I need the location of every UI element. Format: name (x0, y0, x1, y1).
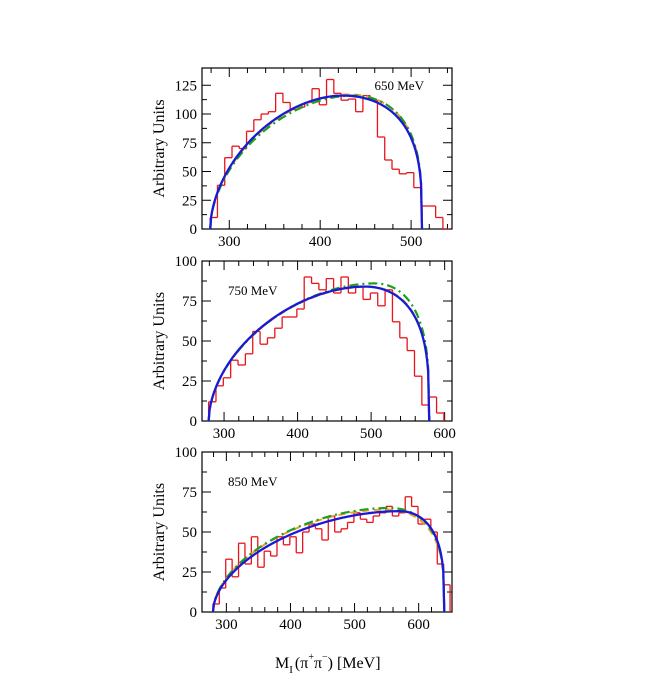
chart-panel-3: 0 25 50 75 100 300 400 500 600 Arbitrary Units 850… (151, 445, 453, 633)
energy-annotation: 850 MeV (228, 474, 278, 489)
x-tick-label: 300 (213, 426, 236, 442)
y-axis-label: Arbitrary Units (151, 99, 168, 197)
y-tick-label: 75 (182, 294, 197, 310)
y-tick-label: 25 (182, 565, 197, 581)
curve-green-dash-dot (209, 94, 424, 229)
x-tick-label: 600 (407, 617, 430, 633)
chart-panel-1: 0 25 50 75 100 125 300 400 500 Arbitrary Units 650… (151, 67, 453, 250)
x-tick-label: 300 (215, 617, 238, 633)
x-tick-label: 500 (343, 617, 366, 633)
y-tick-label: 0 (190, 414, 198, 430)
y-tick-label: 75 (182, 136, 197, 152)
y-tick-label: 100 (175, 254, 198, 270)
y-tick-label: 25 (182, 193, 197, 209)
x-tick-label: 400 (309, 234, 332, 250)
y-tick-label: 100 (175, 445, 198, 461)
x-tick-label: 400 (279, 617, 302, 633)
y-tick-label: 50 (182, 334, 197, 350)
curve-blue-solid (207, 285, 431, 421)
y-tick-label: 0 (190, 605, 198, 621)
energy-annotation: 650 MeV (375, 78, 425, 93)
histogram-group (209, 78, 451, 229)
x-tick-label: 600 (433, 426, 456, 442)
y-tick-label: 0 (190, 222, 198, 238)
x-tick-label: 300 (218, 234, 241, 250)
histogram-group (212, 496, 451, 612)
curve-green-dash-dot (211, 506, 446, 612)
y-tick-label: 75 (182, 485, 197, 501)
y-tick-label: 25 (182, 374, 197, 390)
y-tick-label: 50 (182, 165, 197, 181)
y-tick-label: 125 (175, 78, 198, 94)
curve-orange-dashed (209, 93, 423, 229)
curve-green-dash-dot (207, 282, 431, 421)
x-axis-label: MI (π+π−) [MeV] (275, 652, 381, 676)
y-axis-label: Arbitrary Units (151, 292, 168, 390)
x-tick-label: 500 (400, 234, 423, 250)
y-axis-label: Arbitrary Units (151, 483, 168, 581)
x-tick-label: 500 (360, 426, 383, 442)
y-tick-label: 50 (182, 525, 197, 541)
plot-frame (201, 67, 453, 230)
curve-blue-solid (211, 510, 446, 612)
energy-annotation: 750 MeV (228, 283, 278, 298)
y-tick-label: 100 (175, 107, 198, 123)
chart-panel-2: 0 25 50 75 100 300 400 500 600 Arbitrary Units 750… (151, 254, 456, 442)
curve-orange-dashed (207, 285, 431, 421)
x-tick-label: 400 (286, 426, 309, 442)
curve-blue-solid (209, 94, 424, 229)
